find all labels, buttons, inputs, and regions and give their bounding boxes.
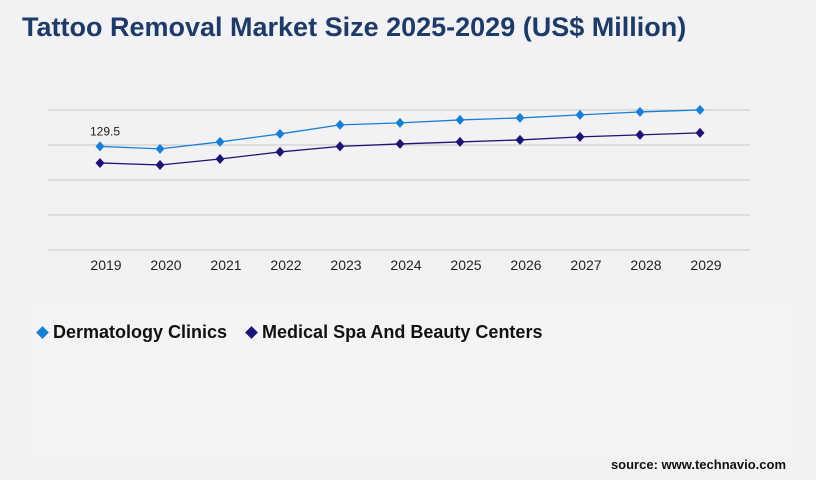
data-point [155,143,165,154]
data-point [695,127,705,138]
line-chart: 2019 2020 2021 2022 2023 2024 2025 2026 2027 2028… [48,104,750,273]
legend-panel [30,305,790,455]
legend-marker-icon [245,326,258,339]
x-tick-label: 2020 [150,257,181,273]
legend-label: Medical Spa And Beauty Centers [262,322,543,342]
data-point [515,134,525,145]
data-point [575,131,585,142]
data-label: 129.5 [90,124,120,138]
data-point [215,153,225,164]
data-point [395,138,405,149]
x-tick-label: 2029 [690,257,721,273]
data-point [515,112,525,123]
series-line [99,132,701,166]
legend-label: Dermatology Clinics [53,322,228,342]
data-point [455,114,465,125]
data-point [455,136,465,147]
data-point [215,136,225,147]
data-point [395,117,405,128]
legend: Dermatology Clinics Medical Spa And Beau… [36,322,543,343]
x-tick-label: 2024 [390,257,421,273]
data-point [695,104,705,115]
legend-item-dermatology-clinics: Dermatology Clinics [36,322,228,343]
x-tick-label: 2022 [270,257,301,273]
data-point [575,109,585,120]
x-tick-label: 2023 [330,257,361,273]
chart-title: Tattoo Removal Market Size 2025-2029 (US… [22,12,687,42]
x-tick-label: 2027 [570,257,601,273]
x-tick-label: 2019 [90,257,121,273]
data-point [635,106,645,117]
legend-marker-icon [36,326,49,339]
x-tick-label: 2025 [450,257,481,273]
data-point [155,159,165,170]
data-point [95,157,105,168]
x-tick-label: 2026 [510,257,541,273]
x-tick-label: 2028 [630,257,661,273]
x-tick-label: 2021 [210,257,241,273]
source-note: source: www.technavio.com [610,457,786,472]
legend-item-medical-spa: Medical Spa And Beauty Centers [245,322,543,343]
data-point [95,141,105,152]
data-point [275,128,285,139]
data-point [335,119,345,130]
data-point [635,129,645,140]
data-point [275,146,285,157]
data-point [335,141,345,152]
